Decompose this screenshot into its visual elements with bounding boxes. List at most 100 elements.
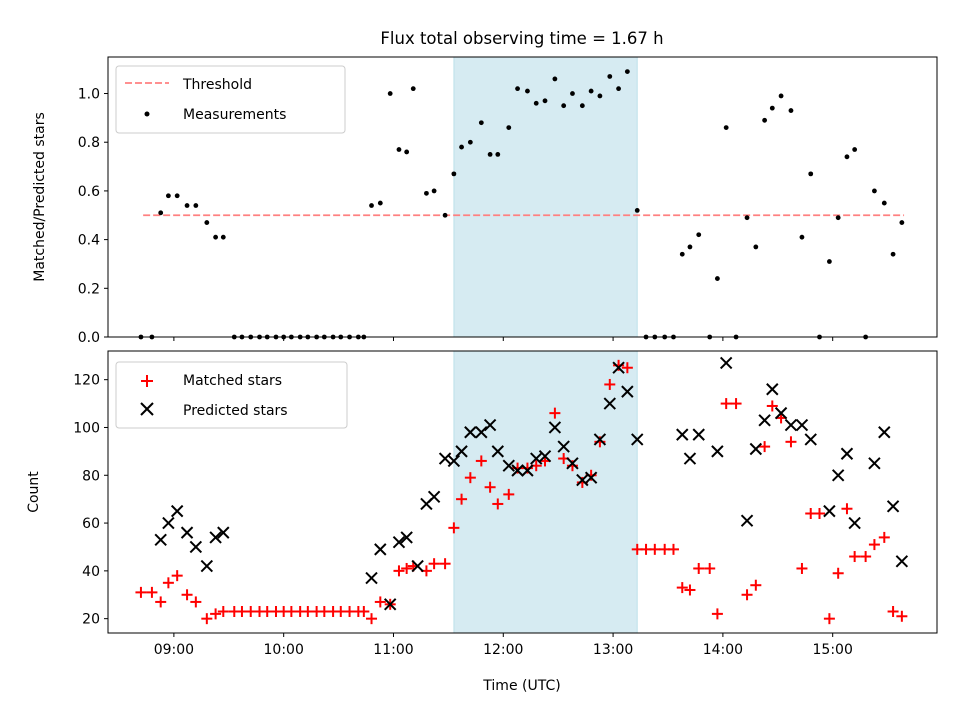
matched-star-point — [456, 493, 468, 505]
bottom-plot-frame — [107, 350, 938, 634]
predicted-legend-marker — [140, 402, 154, 416]
measurement-point — [213, 234, 219, 240]
top-legend: Threshold Measurements — [115, 65, 346, 134]
predicted-star-point — [538, 449, 552, 463]
matched-star-point — [190, 596, 202, 608]
matched-star-point — [711, 608, 723, 620]
measurement-point — [808, 171, 814, 177]
matched-star-point — [146, 586, 158, 598]
measurement-point — [442, 212, 448, 218]
predicted-star-point — [612, 361, 625, 374]
predicted-star-point — [676, 428, 689, 441]
measurement-point — [369, 203, 374, 208]
figure-title: Flux total observing time = 1.67 h — [380, 29, 663, 48]
predicted-star-point — [154, 533, 167, 547]
bottom-y-ticks: 20 40 60 80 100 120 — [73, 373, 108, 628]
measurement-point — [597, 93, 603, 99]
matched-star-point — [878, 531, 890, 543]
bottom-y-tick-label: 80 — [82, 468, 100, 484]
matched-star-point — [841, 503, 853, 515]
predicted-star-point — [209, 531, 222, 544]
measurement-point — [588, 88, 594, 94]
measurement-point — [204, 220, 210, 225]
matched-star-point — [135, 586, 147, 598]
matched-star-point — [503, 488, 515, 500]
matched-star-point — [155, 596, 167, 608]
predicted-star-point — [711, 445, 724, 458]
measurements-legend-marker — [144, 111, 150, 117]
measurement-point — [744, 215, 750, 221]
bottom-x-tick-label: 15:00 — [813, 642, 853, 658]
measurements-legend-label: Measurements — [183, 107, 286, 123]
predicted-star-point — [823, 504, 836, 518]
measurement-point — [753, 244, 759, 250]
bottom-x-tick-label: 09:00 — [154, 642, 194, 658]
predicted-star-point — [189, 540, 203, 554]
matched-star-point — [549, 407, 561, 419]
measurement-point — [220, 234, 226, 240]
predicted-star-point — [511, 464, 524, 477]
measurement-point — [579, 103, 585, 109]
measurement-point — [844, 154, 850, 160]
bottom-y-tick-label: 100 — [73, 420, 100, 436]
predicted-star-point — [400, 531, 413, 544]
matched-star-point — [887, 605, 899, 617]
measurement-point — [561, 103, 567, 109]
predicted-star-point — [740, 514, 754, 527]
predicted-star-point — [758, 414, 771, 427]
matched-star-point — [604, 378, 616, 390]
predicted-star-point — [502, 459, 515, 472]
matched-star-point — [750, 579, 762, 591]
top-highlight-span — [453, 56, 638, 338]
measurement-point — [616, 86, 621, 92]
predicted-star-point — [766, 383, 779, 396]
measurement-point — [826, 259, 832, 264]
measurement-point — [788, 108, 794, 113]
matched-star-point — [492, 498, 504, 510]
predicted-star-point — [831, 469, 845, 482]
measurement-point — [387, 91, 393, 96]
measurement-point — [158, 210, 164, 216]
matched-star-point — [649, 543, 661, 555]
matched-legend-label: Matched stars — [183, 373, 282, 389]
predicted-star-point — [878, 426, 891, 439]
measurement-point — [679, 251, 685, 257]
predicted-star-point — [475, 426, 488, 439]
top-plot-frame — [107, 56, 938, 338]
predicted-star-point — [427, 490, 441, 503]
matched-legend-marker — [141, 375, 153, 387]
predicted-star-point — [795, 418, 809, 432]
matched-star-point — [171, 570, 183, 582]
matched-star-point — [401, 562, 413, 574]
matched-star-point — [475, 455, 487, 467]
measurement-point — [696, 232, 702, 238]
predicted-star-point — [180, 526, 194, 539]
matched-star-point — [720, 398, 732, 410]
matched-star-point — [741, 589, 753, 601]
predicted-star-point — [548, 421, 562, 434]
measurement-point — [723, 125, 729, 131]
bottom-y-axis-label: Count — [26, 471, 42, 513]
measurement-point — [478, 120, 484, 126]
measurement-point — [762, 117, 768, 123]
measurement-point — [396, 147, 402, 152]
top-y-ticks: 0.0 0.2 0.4 0.6 0.8 1.0 — [78, 87, 108, 346]
matched-star-point — [358, 605, 370, 617]
predicted-star-point — [170, 504, 184, 518]
measurement-point — [174, 193, 180, 199]
matched-star-point — [428, 558, 440, 570]
top-y-tick-label: 0.8 — [78, 135, 100, 151]
predicted-star-point — [383, 598, 397, 611]
predicted-star-point — [491, 445, 505, 458]
measurement-point — [552, 76, 558, 82]
predicted-star-point — [455, 445, 468, 458]
predicted-star-point — [848, 516, 861, 530]
matched-star-point — [796, 562, 808, 574]
matched-star-point — [823, 613, 835, 625]
matched-star-point — [730, 398, 742, 410]
matched-star-point — [448, 522, 460, 534]
predicted-star-point — [749, 442, 763, 456]
measurement-point — [607, 74, 613, 79]
measurement-point — [487, 151, 493, 157]
